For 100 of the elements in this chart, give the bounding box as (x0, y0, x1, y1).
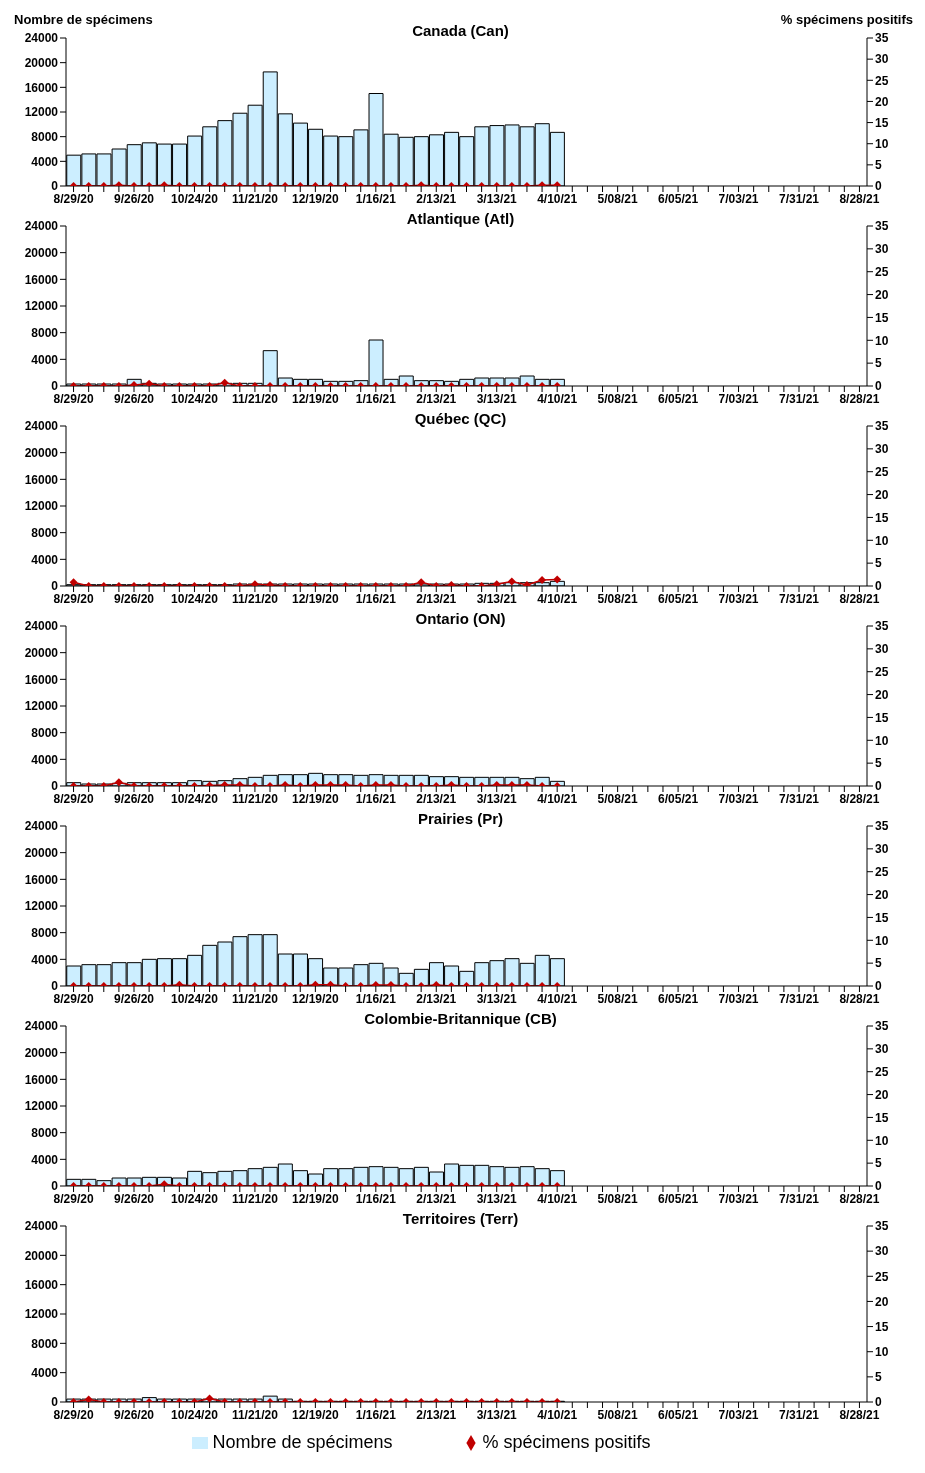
x-tick-label: 8/29/20 (53, 991, 94, 1006)
y-tick-label: 0 (51, 179, 59, 194)
x-tick-label: 3/13/21 (476, 391, 518, 406)
x-tick-label: 8/28/21 (839, 591, 880, 606)
x-tick-label: 7/31/21 (778, 1191, 820, 1206)
y2-tick-label: 0 (875, 979, 882, 994)
y2-tick-label: 10 (875, 1133, 889, 1148)
y2-tick-label: 30 (875, 642, 889, 657)
x-tick-label: 10/24/20 (171, 1191, 219, 1206)
x-tick-label: 7/03/21 (718, 591, 759, 606)
x-tick-label: 9/26/20 (113, 391, 155, 406)
x-tick-label: 11/21/20 (231, 791, 279, 806)
x-tick-label: 2/13/21 (416, 391, 457, 406)
x-tick-label: 1/16/21 (355, 991, 397, 1006)
y-tick-label: 20000 (24, 1045, 59, 1060)
x-tick-label: 1/16/21 (355, 591, 397, 606)
y2-tick-label: 5 (875, 756, 882, 771)
x-tick-label: 11/21/20 (231, 1191, 279, 1206)
x-tick-label: 6/05/21 (658, 991, 699, 1006)
x-tick-label: 4/10/21 (537, 391, 578, 406)
y2-tick-label: 20 (875, 287, 889, 302)
y-tick-label: 8000 (31, 129, 59, 144)
x-tick-label: 2/13/21 (416, 1407, 457, 1422)
y2-tick-label: 35 (875, 219, 889, 234)
chart-title: Ontario (ON) (415, 610, 506, 627)
y2-tick-label: 35 (875, 1019, 889, 1034)
chart-title: Québec (QC) (414, 410, 507, 427)
x-tick-label: 9/26/20 (113, 191, 155, 206)
x-tick-label: 3/13/21 (476, 1191, 518, 1206)
y-tick-label: 0 (51, 979, 59, 994)
x-tick-label: 12/19/20 (292, 1407, 340, 1422)
x-tick-label: 3/13/21 (476, 591, 518, 606)
y2-tick-label: 15 (875, 910, 889, 925)
y-tick-label: 24000 (24, 31, 59, 46)
y-tick-label: 16000 (24, 472, 59, 487)
y2-tick-label: 30 (875, 442, 889, 457)
y2-tick-label: 30 (875, 1042, 889, 1057)
x-tick-label: 6/05/21 (658, 1407, 699, 1422)
y2-tick-label: 0 (875, 379, 882, 394)
y2-tick-label: 15 (875, 510, 889, 525)
x-tick-label: 7/03/21 (718, 1191, 759, 1206)
y2-tick-label: 10 (875, 533, 889, 548)
y-tick-label: 20000 (24, 1248, 59, 1263)
x-tick-label: 4/10/21 (537, 791, 578, 806)
y2-tick-label: 30 (875, 842, 889, 857)
y2-tick-label: 0 (875, 779, 882, 794)
y-tick-label: 12000 (24, 299, 59, 314)
x-tick-label: 5/08/21 (597, 791, 638, 806)
y-tick-label: 24000 (24, 419, 59, 434)
y-tick-label: 20000 (24, 845, 59, 860)
x-tick-label: 11/21/20 (231, 1407, 279, 1422)
chart-title: Atlantique (Atl) (406, 210, 515, 227)
y-tick-label: 0 (51, 1179, 59, 1194)
y2-tick-label: 25 (875, 664, 889, 679)
x-tick-label: 8/29/20 (53, 391, 94, 406)
x-tick-label: 4/10/21 (537, 191, 578, 206)
x-tick-label: 9/26/20 (113, 591, 155, 606)
x-tick-label: 8/29/20 (53, 191, 94, 206)
x-tick-label: 12/19/20 (292, 791, 340, 806)
x-tick-label: 7/31/21 (778, 591, 820, 606)
x-tick-label: 3/13/21 (476, 991, 518, 1006)
y2-tick-label: 20 (875, 887, 889, 902)
y2-tick-label: 5 (875, 356, 882, 371)
y-tick-label: 4000 (31, 1152, 59, 1167)
x-tick-label: 4/10/21 (537, 991, 578, 1006)
y2-tick-label: 25 (875, 864, 889, 879)
y-axis-title: Nombre de spécimens (14, 12, 153, 27)
x-tick-label: 7/03/21 (718, 391, 759, 406)
y2-tick-label: 15 (875, 115, 889, 130)
y-tick-label: 8000 (31, 1125, 59, 1140)
y-tick-label: 4000 (31, 752, 59, 767)
y2-tick-label: 20 (875, 94, 889, 109)
x-tick-label: 11/21/20 (231, 991, 279, 1006)
x-tick-label: 5/08/21 (597, 191, 638, 206)
y-tick-label: 0 (51, 379, 59, 394)
chart-title: Colombie-Britannique (CB) (364, 1010, 557, 1027)
x-tick-label: 8/28/21 (839, 191, 880, 206)
x-tick-label: 3/13/21 (476, 791, 518, 806)
y-tick-label: 4000 (31, 352, 59, 367)
y-tick-label: 24000 (24, 219, 59, 234)
y2-tick-label: 5 (875, 1370, 882, 1385)
y-tick-label: 12000 (24, 105, 59, 120)
x-tick-label: 7/31/21 (778, 791, 820, 806)
x-tick-label: 7/31/21 (778, 391, 820, 406)
y2-tick-label: 25 (875, 73, 889, 88)
y-tick-label: 8000 (31, 925, 59, 940)
x-tick-label: 10/24/20 (171, 191, 219, 206)
x-tick-label: 2/13/21 (416, 991, 457, 1006)
x-tick-label: 8/29/20 (53, 591, 94, 606)
x-tick-label: 7/03/21 (718, 991, 759, 1006)
y2-tick-label: 0 (875, 179, 882, 194)
x-tick-label: 5/08/21 (597, 1407, 638, 1422)
x-tick-label: 10/24/20 (171, 1407, 219, 1422)
x-tick-label: 12/19/20 (292, 991, 340, 1006)
x-tick-label: 8/29/20 (53, 791, 94, 806)
legend-label: % spécimens positifs (482, 1432, 651, 1452)
y-tick-label: 4000 (31, 952, 59, 967)
y2-tick-label: 10 (875, 1344, 889, 1359)
x-tick-label: 1/16/21 (355, 791, 397, 806)
x-tick-label: 11/21/20 (231, 391, 279, 406)
